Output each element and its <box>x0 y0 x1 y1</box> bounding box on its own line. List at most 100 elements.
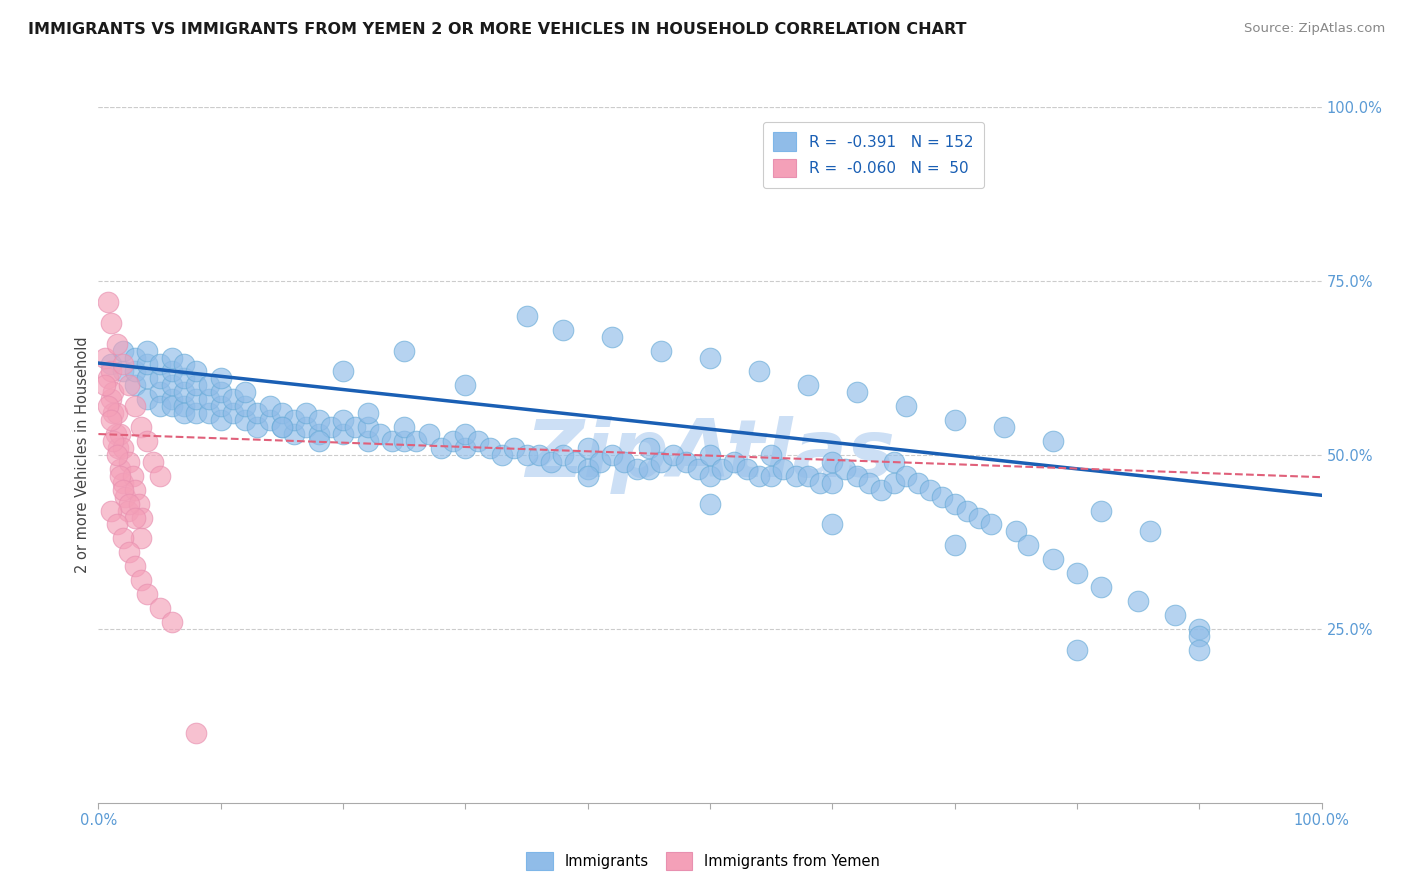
Point <box>967 510 990 524</box>
Point <box>100 364 122 378</box>
Point <box>186 392 208 407</box>
Point <box>1042 552 1064 566</box>
Point <box>283 427 305 442</box>
Point <box>1188 622 1211 636</box>
Point <box>105 406 128 420</box>
Point <box>392 343 416 358</box>
Point <box>295 420 318 434</box>
Point <box>454 427 477 442</box>
Point <box>111 532 134 546</box>
Point <box>270 420 294 434</box>
Point <box>613 455 636 469</box>
Point <box>319 420 342 434</box>
Point <box>332 364 354 378</box>
Point <box>920 483 942 497</box>
Point <box>222 406 245 420</box>
Point <box>515 448 537 462</box>
Point <box>638 462 661 476</box>
Point <box>129 532 152 546</box>
Point <box>124 483 146 497</box>
Point <box>943 497 966 511</box>
Point <box>356 434 378 448</box>
Point <box>160 364 183 378</box>
Point <box>110 462 132 476</box>
Point <box>111 483 134 497</box>
Point <box>993 420 1015 434</box>
Point <box>1017 538 1039 552</box>
Point <box>797 468 820 483</box>
Point <box>104 427 127 442</box>
Point <box>197 392 219 407</box>
Point <box>356 420 378 434</box>
Point <box>943 538 966 552</box>
Point <box>186 364 208 378</box>
Point <box>118 545 141 559</box>
Point <box>121 468 143 483</box>
Point <box>136 371 159 385</box>
Point <box>186 406 208 420</box>
Point <box>980 517 1002 532</box>
Point <box>124 351 146 365</box>
Point <box>149 468 172 483</box>
Point <box>173 406 195 420</box>
Point <box>943 413 966 427</box>
Text: ZipAtlas: ZipAtlas <box>524 416 896 494</box>
Text: IMMIGRANTS VS IMMIGRANTS FROM YEMEN 2 OR MORE VEHICLES IN HOUSEHOLD CORRELATION : IMMIGRANTS VS IMMIGRANTS FROM YEMEN 2 OR… <box>28 22 966 37</box>
Point <box>308 427 330 442</box>
Point <box>699 351 721 365</box>
Point <box>686 462 709 476</box>
Point <box>160 378 183 392</box>
Point <box>93 378 115 392</box>
Point <box>160 399 183 413</box>
Point <box>118 378 141 392</box>
Point <box>845 468 868 483</box>
Point <box>883 475 905 490</box>
Point <box>405 434 427 448</box>
Point <box>392 420 416 434</box>
Point <box>124 399 146 413</box>
Point <box>173 399 195 413</box>
Point <box>894 399 917 413</box>
Point <box>308 434 330 448</box>
Point <box>295 406 318 420</box>
Point <box>233 385 256 400</box>
Point <box>283 413 305 427</box>
Point <box>332 413 354 427</box>
Point <box>100 316 122 330</box>
Point <box>118 497 141 511</box>
Point <box>117 503 139 517</box>
Point <box>136 434 159 448</box>
Point <box>186 726 208 740</box>
Point <box>93 351 115 365</box>
Point <box>576 468 599 483</box>
Point <box>589 455 612 469</box>
Point <box>186 378 208 392</box>
Point <box>478 441 501 455</box>
Point <box>222 392 245 407</box>
Legend: Immigrants, Immigrants from Yemen: Immigrants, Immigrants from Yemen <box>520 847 886 876</box>
Point <box>259 399 281 413</box>
Point <box>381 434 404 448</box>
Point <box>600 329 623 343</box>
Point <box>173 358 195 372</box>
Point <box>907 475 929 490</box>
Point <box>149 371 172 385</box>
Point <box>894 468 917 483</box>
Point <box>392 434 416 448</box>
Point <box>128 497 150 511</box>
Point <box>114 490 136 504</box>
Point <box>662 448 685 462</box>
Point <box>515 309 537 323</box>
Point <box>105 517 128 532</box>
Point <box>129 420 152 434</box>
Point <box>576 462 599 476</box>
Point <box>1066 642 1088 657</box>
Point <box>1066 566 1088 581</box>
Point <box>136 587 159 601</box>
Point <box>344 420 367 434</box>
Point <box>149 358 172 372</box>
Point <box>430 441 453 455</box>
Point <box>197 406 219 420</box>
Point <box>209 385 232 400</box>
Point <box>105 448 128 462</box>
